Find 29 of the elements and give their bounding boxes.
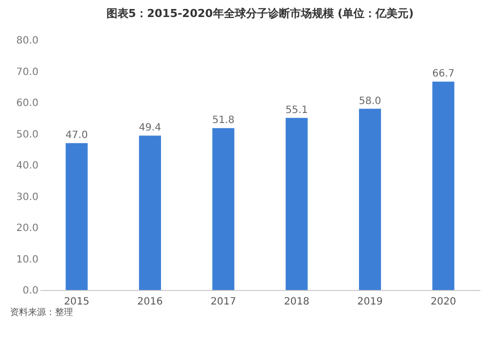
data-label: 58.0 [358, 96, 382, 107]
y-tick-label: 30.0 [16, 192, 38, 203]
y-tick-label: 70.0 [16, 66, 38, 78]
bar [212, 128, 234, 290]
data-label: 47.0 [66, 130, 88, 142]
y-tick-label: 0.0 [22, 286, 38, 296]
text: 资料来源：整理 [10, 307, 73, 318]
y-tick-label: 80.0 [16, 36, 38, 46]
bar [432, 82, 454, 290]
x-tick-label: 2015 [64, 296, 90, 308]
x-tick-label: 2020 [430, 296, 456, 308]
data-label: 49.4 [138, 122, 162, 134]
x-tick-label: 2016 [137, 296, 163, 308]
data-label: 55.1 [286, 104, 308, 116]
bar [359, 108, 381, 290]
x-tick-label: 2017 [210, 296, 236, 308]
y-tick-label: 60.0 [16, 98, 38, 109]
bar [286, 118, 308, 290]
y-tick-label: 10.0 [16, 254, 38, 266]
chart-title: 图表5：2015-2020年全球分子诊断市场规模 (单位：亿美元) [106, 7, 414, 20]
x-tick-label: 2019 [357, 296, 383, 308]
y-tick-label: 50.0 [16, 129, 38, 140]
y-tick-label: 20.0 [16, 223, 38, 234]
x-tick-label: 2018 [284, 296, 310, 308]
data-label: 66.7 [432, 68, 454, 80]
y-tick-label: 40.0 [16, 160, 38, 172]
bar [66, 143, 88, 290]
bar [139, 136, 161, 290]
data-label: 51.8 [212, 115, 234, 126]
